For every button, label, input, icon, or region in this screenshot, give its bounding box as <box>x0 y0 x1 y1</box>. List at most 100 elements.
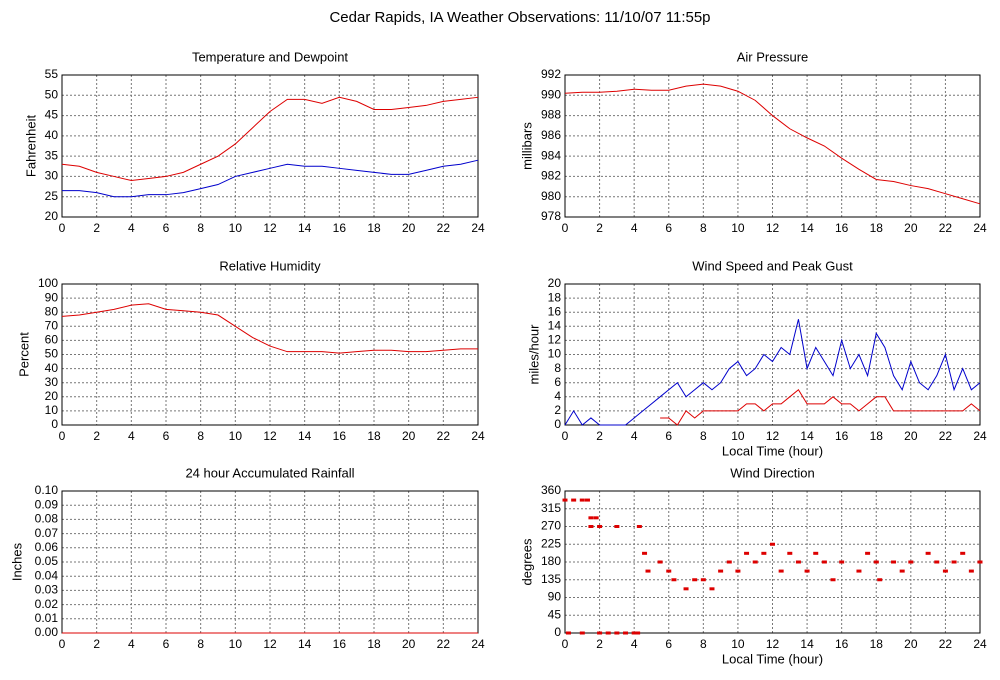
y-tick-label: 2 <box>554 403 561 417</box>
y-tick-label: 20 <box>45 389 59 403</box>
chart-title: 24 hour Accumulated Rainfall <box>185 465 354 480</box>
x-tick-label: 22 <box>939 221 953 235</box>
x-tick-label: 10 <box>731 637 745 651</box>
y-axis-label: degrees <box>519 538 534 585</box>
data-point <box>891 560 897 564</box>
y-tick-label: 20 <box>45 209 59 223</box>
data-point <box>744 551 750 555</box>
y-tick-label: 980 <box>541 189 561 203</box>
data-point <box>908 560 914 564</box>
x-tick-label: 2 <box>596 429 603 443</box>
data-point <box>623 631 629 635</box>
data-point <box>735 569 741 573</box>
data-point <box>579 498 585 502</box>
y-tick-label: 25 <box>45 189 59 203</box>
x-tick-label: 16 <box>333 221 347 235</box>
data-point <box>588 525 594 528</box>
y-tick-label: 100 <box>38 276 58 290</box>
data-line <box>61 303 478 354</box>
y-tick-label: 135 <box>541 572 561 586</box>
data-line <box>61 96 479 181</box>
x-tick-label: 12 <box>263 429 277 443</box>
x-tick-label: 20 <box>402 637 416 651</box>
y-tick-label: 0.00 <box>35 625 59 639</box>
x-tick-label: 22 <box>437 429 451 443</box>
x-tick-label: 8 <box>700 429 707 443</box>
x-axis-label: Local Time (hour) <box>722 651 823 666</box>
data-point <box>821 560 827 564</box>
y-tick-label: 0.07 <box>35 526 59 540</box>
x-tick-label: 16 <box>333 429 347 443</box>
x-tick-label: 12 <box>766 637 780 651</box>
chart-title: Relative Humidity <box>219 258 321 273</box>
x-tick-label: 22 <box>939 637 953 651</box>
x-tick-label: 22 <box>939 429 953 443</box>
y-tick-label: 30 <box>45 169 59 183</box>
x-tick-label: 14 <box>298 637 312 651</box>
plot-frame <box>564 283 981 426</box>
y-tick-label: 360 <box>541 483 561 497</box>
data-point <box>718 569 724 573</box>
x-tick-label: 6 <box>163 637 170 651</box>
data-point <box>635 631 641 635</box>
y-tick-label: 50 <box>45 347 59 361</box>
data-line <box>62 159 479 198</box>
y-tick-label: 225 <box>541 536 561 550</box>
y-tick-label: 40 <box>45 128 59 142</box>
x-tick-label: 0 <box>562 637 569 651</box>
y-axis-label: miles/hour <box>526 324 541 385</box>
x-tick-label: 14 <box>800 221 814 235</box>
data-point <box>571 498 577 502</box>
data-point <box>770 542 775 546</box>
y-tick-label: 0 <box>51 417 58 431</box>
x-axis-label: Local Time (hour) <box>722 443 823 458</box>
y-tick-label: 0.03 <box>35 583 59 597</box>
x-tick-label: 6 <box>665 637 672 651</box>
y-tick-label: 990 <box>541 87 561 101</box>
data-point <box>565 631 571 635</box>
x-tick-label: 10 <box>229 637 243 651</box>
data-point <box>562 498 568 502</box>
y-tick-label: 6 <box>554 375 561 389</box>
data-point <box>636 525 642 528</box>
data-point <box>614 631 620 635</box>
x-tick-label: 16 <box>835 637 849 651</box>
x-tick-label: 24 <box>471 221 485 235</box>
x-tick-label: 18 <box>870 429 884 443</box>
x-tick-label: 20 <box>904 637 918 651</box>
data-point <box>977 560 983 564</box>
y-tick-label: 270 <box>541 519 561 533</box>
x-tick-label: 16 <box>835 221 849 235</box>
y-tick-label: 35 <box>45 148 59 162</box>
x-tick-label: 16 <box>333 637 347 651</box>
y-tick-label: 4 <box>554 389 561 403</box>
x-tick-label: 4 <box>128 637 135 651</box>
x-tick-label: 10 <box>229 429 243 443</box>
data-point <box>813 551 819 555</box>
x-tick-label: 8 <box>197 637 204 651</box>
x-tick-label: 2 <box>596 637 603 651</box>
x-tick-label: 0 <box>562 429 569 443</box>
x-tick-label: 6 <box>665 221 672 235</box>
x-tick-label: 2 <box>93 221 100 235</box>
data-point <box>726 560 732 564</box>
data-line <box>564 319 981 426</box>
y-tick-label: 90 <box>548 590 562 604</box>
y-tick-label: 315 <box>541 501 561 515</box>
data-point <box>787 551 793 555</box>
y-axis-label: Inches <box>9 542 24 581</box>
x-tick-label: 2 <box>93 429 100 443</box>
y-tick-label: 20 <box>548 276 562 290</box>
y-tick-label: 0.01 <box>35 611 59 625</box>
y-tick-label: 8 <box>554 361 561 375</box>
data-point <box>700 578 706 582</box>
data-point <box>584 498 590 502</box>
y-tick-label: 40 <box>45 361 59 375</box>
data-point <box>597 631 603 635</box>
data-point <box>666 569 672 573</box>
x-tick-label: 20 <box>904 429 918 443</box>
y-tick-label: 90 <box>45 290 59 304</box>
x-tick-label: 0 <box>562 221 569 235</box>
y-tick-label: 986 <box>541 128 561 142</box>
data-point <box>597 525 603 528</box>
